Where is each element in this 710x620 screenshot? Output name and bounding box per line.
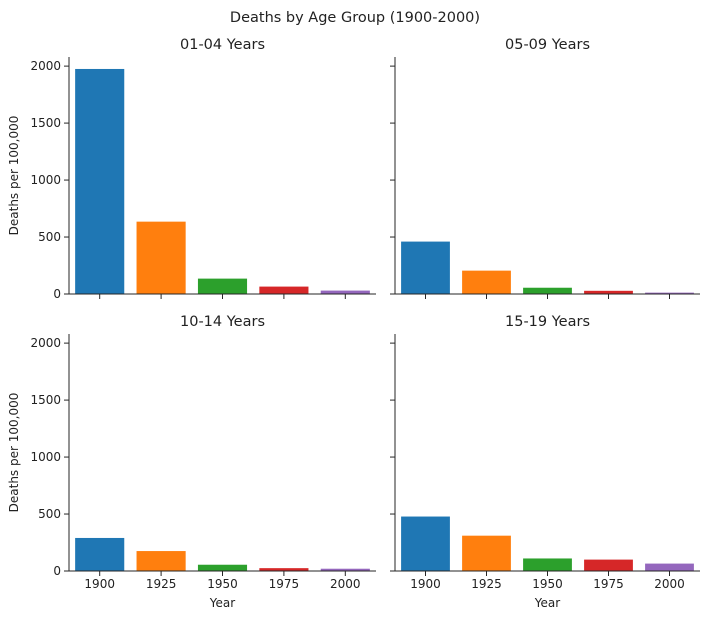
panel-3: 10-14 Years 0 500 1000 1500 2000 1900 1925 1950 1… (7, 314, 376, 610)
panel-2: 05-09 Years (390, 37, 700, 299)
y-tick-label: 1500 (30, 116, 61, 130)
x-tick-label: 1925 (471, 577, 502, 591)
bar-1900 (401, 516, 450, 571)
y-tick-label: 0 (53, 564, 61, 578)
panel-title: 10-14 Years (180, 314, 265, 330)
x-tick-label: 1900 (84, 577, 115, 591)
y-tick-label: 500 (38, 507, 61, 521)
y-tick-label: 1000 (30, 173, 61, 187)
bar-1925 (462, 270, 511, 294)
bar-1900 (401, 241, 450, 294)
x-tick-label: 1975 (593, 577, 624, 591)
panels: 01-04 Years 0 500 1000 1500 2000 Deaths per 10… (7, 37, 700, 610)
bar-2000 (320, 568, 370, 571)
bar-2000 (645, 563, 694, 571)
bar-1950 (523, 558, 572, 571)
y-axis-label: Deaths per 100,000 (7, 116, 21, 236)
bar-2000 (320, 290, 370, 294)
bar-1975 (259, 286, 309, 294)
panel-title: 05-09 Years (505, 37, 590, 53)
y-tick-label: 2000 (30, 59, 61, 73)
panel-1: 01-04 Years 0 500 1000 1500 2000 Deaths per 10… (7, 37, 376, 301)
bar-2000 (645, 292, 694, 294)
y-tick-label: 1000 (30, 450, 61, 464)
panel-title: 15-19 Years (505, 314, 590, 330)
y-axis-label: Deaths per 100,000 (7, 393, 21, 513)
panel-title: 01-04 Years (180, 37, 265, 53)
x-tick-label: 2000 (330, 577, 361, 591)
bar-1950 (197, 564, 248, 571)
x-axis-label: Year (209, 596, 235, 610)
y-tick-label: 0 (53, 287, 61, 301)
x-tick-label: 1975 (269, 577, 300, 591)
bar-1975 (584, 559, 633, 571)
y-tick-label: 500 (38, 230, 61, 244)
panel-4: 15-19 Years 1900 1925 1950 1975 2000 Year (390, 314, 700, 610)
bar-1950 (197, 278, 248, 294)
bar-1925 (136, 551, 186, 571)
x-tick-label: 2000 (654, 577, 685, 591)
bar-1900 (75, 537, 125, 571)
x-tick-label: 1950 (207, 577, 238, 591)
x-axis-label: Year (534, 596, 560, 610)
y-tick-label: 1500 (30, 393, 61, 407)
bar-1925 (136, 221, 186, 294)
figure-title: Deaths by Age Group (1900-2000) (230, 10, 480, 26)
y-tick-label: 2000 (30, 336, 61, 350)
x-tick-label: 1925 (146, 577, 177, 591)
x-tick-label: 1950 (532, 577, 563, 591)
bar-1950 (523, 287, 572, 294)
bar-1975 (259, 568, 309, 571)
bar-1925 (462, 535, 511, 571)
x-tick-label: 1900 (410, 577, 441, 591)
bar-1900 (75, 68, 125, 294)
bar-1975 (584, 290, 633, 294)
